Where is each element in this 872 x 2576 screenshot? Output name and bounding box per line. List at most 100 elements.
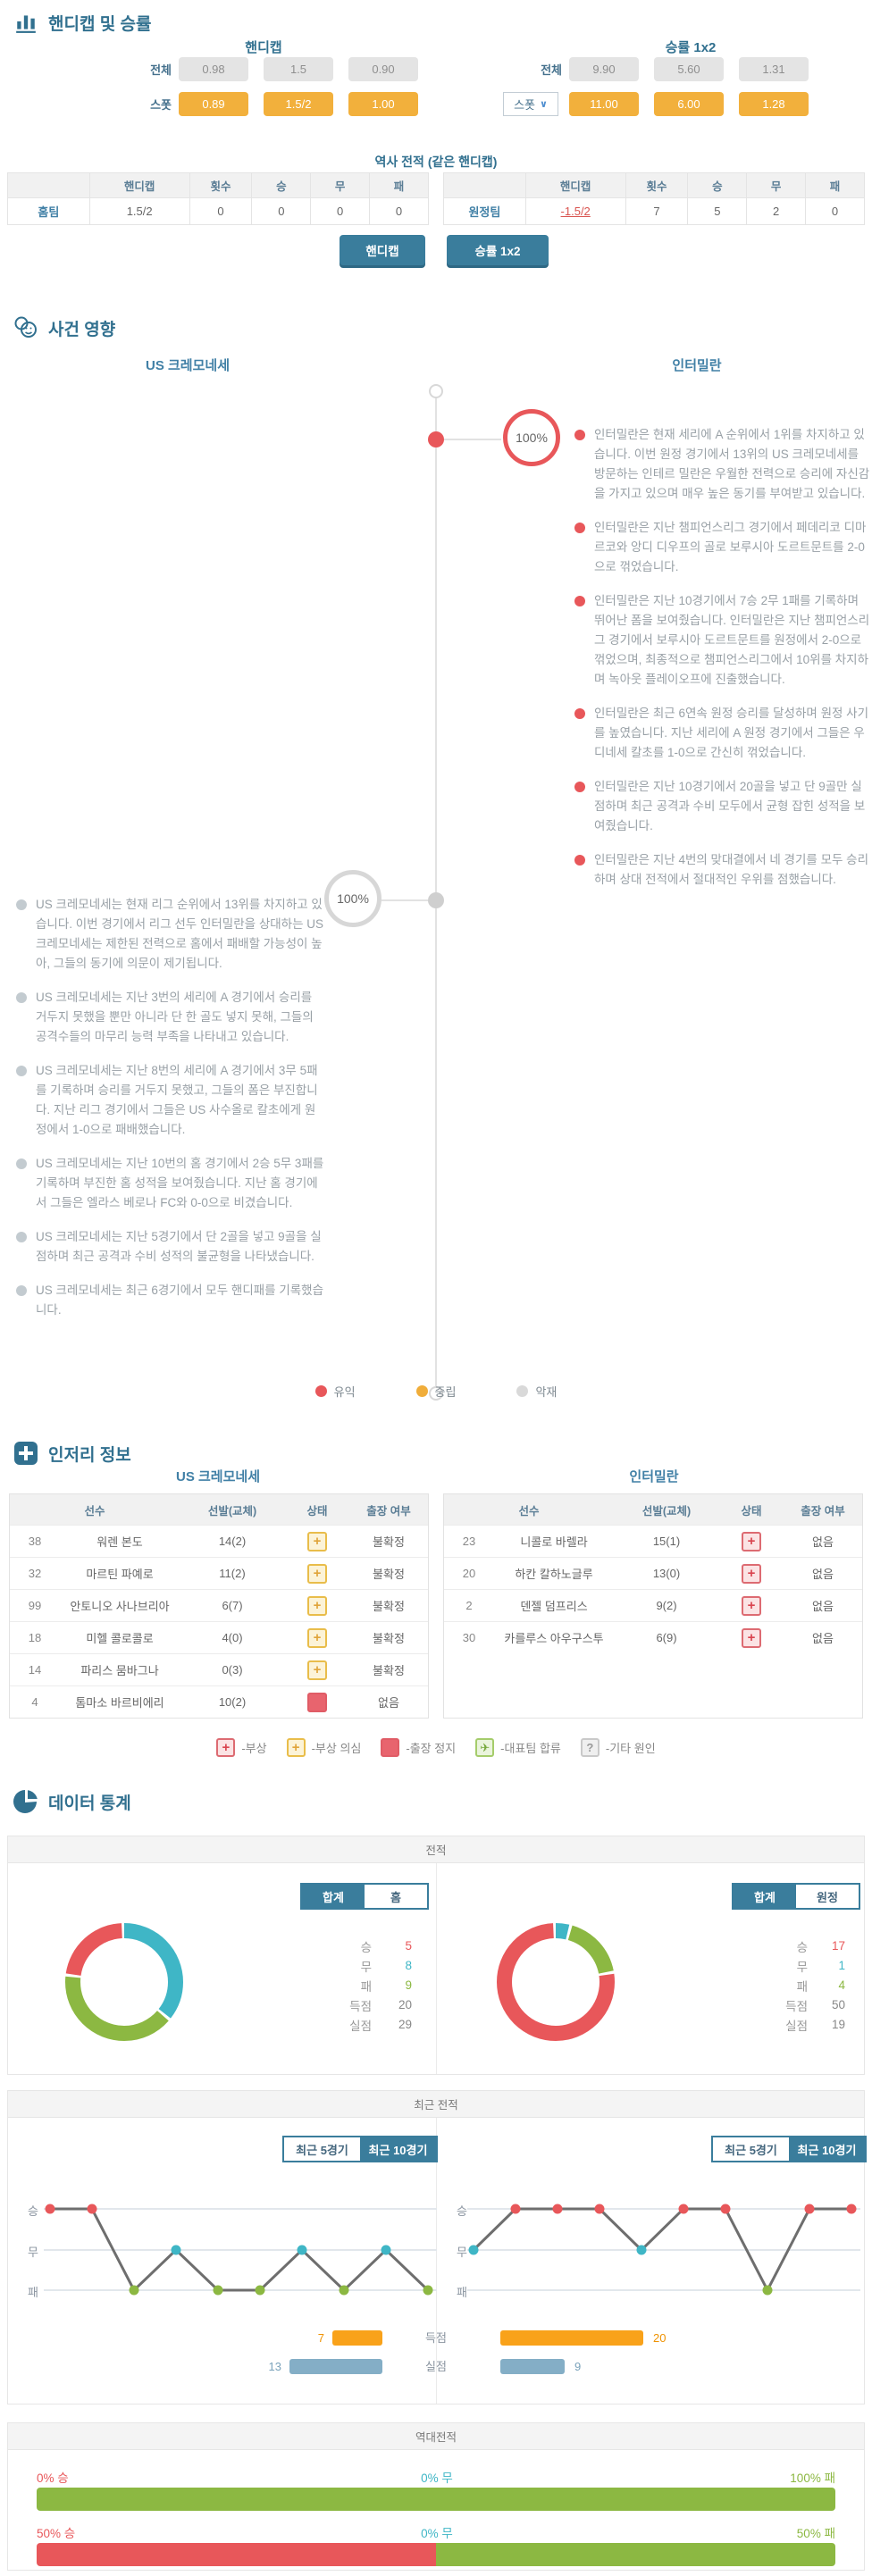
injury-table-row: 14 파리스 뭄바그나 0(3) + 불확정 xyxy=(10,1653,428,1685)
injury-status-icon: + xyxy=(216,1738,236,1757)
timeline-home-dot xyxy=(428,892,444,908)
record-panel-title: 전적 xyxy=(8,1836,864,1863)
doubt-status-icon: + xyxy=(307,1627,327,1648)
col-header: 출장 여부 xyxy=(801,1504,845,1518)
handicap-title: 핸디캡 xyxy=(245,40,282,55)
injury-away-team-title: 인터밀란 xyxy=(629,1469,679,1485)
event-note-text: US 크레모네세는 최근 6경기에서 모두 핸디패를 기록했습니다. xyxy=(36,1284,324,1317)
conceded-bar xyxy=(289,2359,382,2374)
col-header: 선발(교체) xyxy=(207,1504,257,1518)
legend-item: 유익 xyxy=(314,1383,356,1400)
injury-legend-item: + -부상 xyxy=(216,1738,267,1757)
col-header: 무 xyxy=(746,172,807,198)
tab-last10[interactable]: 최근 10경기 xyxy=(360,2137,436,2161)
injury-table-row: 23 니콜로 바렐라 15(1) + 없음 xyxy=(444,1525,862,1557)
injury-status-icon: + xyxy=(742,1531,761,1551)
h2h-win-label: 50% 승 xyxy=(37,2527,76,2540)
tab-away[interactable]: 원정 xyxy=(796,1885,859,1908)
odds-value: 5.60 xyxy=(654,57,724,81)
national-status-icon: ✈ xyxy=(475,1738,495,1757)
count-value: 0 xyxy=(189,197,253,225)
player-availability: 없음 xyxy=(812,1568,834,1581)
player-apps: 10(2) xyxy=(218,1695,247,1709)
handicap-all-label: 전체 xyxy=(150,63,172,77)
injury-legend-label: -기타 원인 xyxy=(605,1742,656,1755)
positive-bullet-icon xyxy=(574,430,585,440)
odds-value: 1.31 xyxy=(739,57,809,81)
player-status: + xyxy=(719,1595,784,1616)
positive-bullet-icon xyxy=(574,708,585,719)
away-history-table: 핸디캡 횟수 승 무 패 원정팀 -1.5/2 7 5 2 0 xyxy=(443,172,865,225)
player-apps: 9(2) xyxy=(656,1599,677,1612)
winrate-spot-row: 스폿 ∨ 11.00 6.00 1.28 xyxy=(503,92,809,116)
player-name: 미헬 콜로콜로 xyxy=(86,1632,154,1645)
winrate-all-label: 전체 xyxy=(541,63,562,77)
col-header: 핸디캡 xyxy=(88,172,190,198)
tab-last10[interactable]: 최근 10경기 xyxy=(789,2137,865,2161)
player-availability: 불확정 xyxy=(373,1568,405,1581)
tab-total[interactable]: 합계 xyxy=(302,1885,365,1908)
player-name: 안토니오 사나브리아 xyxy=(70,1600,170,1613)
injury-table-row: 18 미헬 콜로콜로 4(0) + 불확정 xyxy=(10,1621,428,1653)
event-note: 인터밀란은 최근 6연속 원정 승리를 달성하며 원정 사기를 높였습니다. 지… xyxy=(574,704,871,763)
odds-value: 9.90 xyxy=(569,57,639,81)
player-name: 마르틴 파예로 xyxy=(86,1568,154,1581)
player-number: 14 xyxy=(28,1663,42,1677)
h2h-loss-segment xyxy=(436,2543,835,2566)
history-title: 역사 전적 (같은 핸디캡) xyxy=(374,155,498,169)
player-number: 99 xyxy=(28,1599,42,1612)
table-header-row: 핸디캡 횟수 승 무 패 xyxy=(7,172,429,198)
away-recent-chart xyxy=(467,2189,860,2314)
negative-bullet-icon xyxy=(16,992,27,1003)
tab-total[interactable]: 합계 xyxy=(734,1885,796,1908)
stat-label: 득점 xyxy=(349,1999,372,2013)
event-note-text: US 크레모네세는 지난 5경기에서 단 2골을 넣고 9골을 실점하며 최근 … xyxy=(36,1230,322,1263)
positive-bullet-icon xyxy=(574,855,585,866)
h2h-bar xyxy=(37,2543,835,2566)
stat-label: 승 xyxy=(360,1940,372,1954)
y-label-draw: 무 xyxy=(28,2246,38,2259)
table-header-row: 선수 선발(교체) 상태 출장 여부 xyxy=(10,1494,428,1525)
scored-bar xyxy=(332,2330,382,2346)
player-name: 워렌 본도 xyxy=(96,1535,143,1549)
player-status: + xyxy=(285,1627,349,1648)
y-label-loss: 패 xyxy=(28,2286,38,2299)
winrate-button[interactable]: 승률 1x2 xyxy=(447,235,549,265)
event-note-text: 인터밀란은 지난 4번의 맞대결에서 네 경기를 모두 승리하며 상대 전적에서… xyxy=(594,853,869,886)
odds-section-title: 핸디캡 및 승률 xyxy=(48,14,152,34)
bar-chart-icon xyxy=(13,9,39,36)
event-note: US 크레모네세는 지난 10번의 홈 경기에서 2승 5무 3패를 기록하며 … xyxy=(16,1154,324,1213)
doubt-status-icon: + xyxy=(307,1563,327,1584)
timeline-connector xyxy=(444,439,501,440)
tab-last5[interactable]: 최근 5경기 xyxy=(713,2137,789,2161)
injury-legend-item: ✈ -대표팀 합류 xyxy=(475,1738,561,1757)
spot-select-label: 스폿 xyxy=(514,98,535,112)
event-note-text: US 크레모네세는 지난 10번의 홈 경기에서 2승 5무 3패를 기록하며 … xyxy=(36,1157,324,1209)
h2h-loss-segment xyxy=(37,2488,835,2511)
tab-home[interactable]: 홈 xyxy=(365,1885,427,1908)
away-recent-toggle: 최근 5경기 최근 10경기 xyxy=(711,2136,867,2162)
handicap-link[interactable]: -1.5/2 xyxy=(524,197,626,225)
tab-last5[interactable]: 최근 5경기 xyxy=(284,2137,360,2161)
y-label-win: 승 xyxy=(457,2204,467,2218)
player-number: 2 xyxy=(465,1599,473,1612)
injury-table-row: 4 톰마소 바르비에리 10(2) 없음 xyxy=(10,1685,428,1718)
handicap-button[interactable]: 핸디캡 xyxy=(340,235,425,265)
positive-dot-icon xyxy=(314,1385,327,1397)
event-note-text: 인터밀란은 현재 세리에 A 순위에서 1위를 차지하고 있습니다. 이번 원정… xyxy=(594,428,870,500)
stat-label: 득점 xyxy=(785,1999,808,2013)
col-header: 선발(교체) xyxy=(641,1504,692,1518)
event-note-text: 인터밀란은 최근 6연속 원정 승리를 달성하며 원정 사기를 높였습니다. 지… xyxy=(594,707,869,759)
player-name: 톰마소 바르비에리 xyxy=(75,1696,164,1710)
h2h-win-segment xyxy=(37,2543,436,2566)
h2h-draw-label: 0% 무 xyxy=(421,2527,453,2540)
team-name: 홈팀 xyxy=(7,197,90,225)
away-record-donut xyxy=(495,1921,616,2047)
negative-bullet-icon xyxy=(16,1285,27,1296)
spot-select[interactable]: 스폿 ∨ xyxy=(503,92,558,116)
injury-legend-item: ? -기타 원인 xyxy=(580,1738,656,1757)
positive-bullet-icon xyxy=(574,596,585,606)
away-record-stats: 승 17 무 1 패 4 득점 50 실점 19 xyxy=(689,1937,845,2033)
